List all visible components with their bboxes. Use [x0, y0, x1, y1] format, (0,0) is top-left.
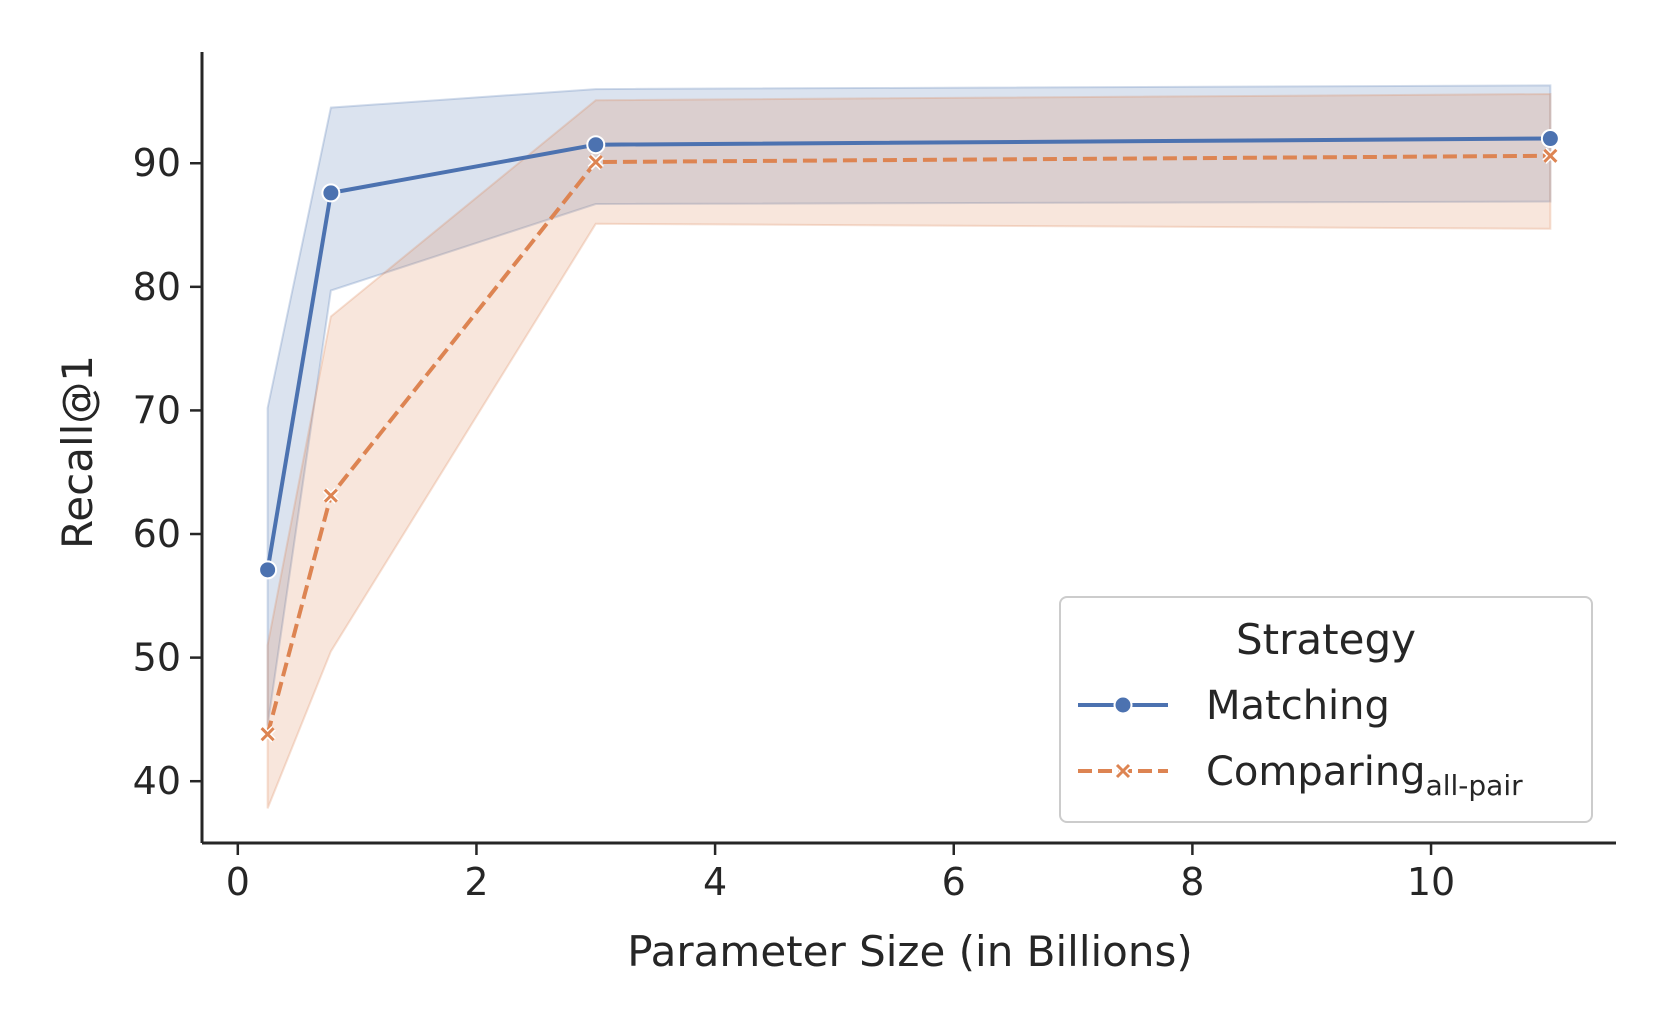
x-tick-label: 0: [226, 860, 250, 904]
comparing-point-cross: [588, 154, 603, 170]
y-tick-label: 60: [133, 512, 181, 556]
comparing-point-cross: [323, 488, 338, 503]
comparing-line: [265, 153, 1551, 735]
comparing-point: [259, 726, 276, 743]
legend-frame: [1059, 596, 1593, 823]
matching-point: [258, 560, 278, 580]
y-tick-label: 40: [133, 759, 181, 803]
x-tick-label: 6: [942, 860, 966, 904]
matching-legend-label: Matching: [1206, 683, 1390, 729]
comparing-point: [1542, 147, 1559, 164]
series-lines: [265, 136, 1551, 735]
matching-point: [586, 135, 606, 155]
comparing-legend-marker: [1114, 762, 1132, 780]
x-tick-label: 4: [703, 860, 727, 904]
series-markers: [258, 129, 1560, 743]
y-tick-label: 80: [133, 265, 181, 309]
matching-legend-marker: [1113, 695, 1133, 715]
matching-point: [1540, 129, 1560, 149]
y-axis-label: Recall@1: [53, 355, 102, 549]
axes: [200, 52, 1616, 845]
comparing-point: [587, 153, 604, 171]
x-tick-label: 10: [1407, 860, 1455, 904]
comparing-legend-subscript: all-pair: [1426, 769, 1524, 802]
x-axis-ticks: 0 2 4 6 8 10: [226, 843, 1455, 904]
legend-title: Strategy: [1236, 615, 1416, 664]
x-tick-label: 8: [1180, 860, 1204, 904]
y-tick-label: 90: [133, 141, 181, 185]
comparing-point: [322, 487, 339, 504]
y-axis-ticks: 40 50 60 70 80 90: [133, 141, 202, 803]
x-axis-label: Parameter Size (in Billions): [627, 927, 1193, 976]
matching-line: [265, 136, 1551, 571]
comparing-confidence-band: [266, 93, 1552, 809]
comparing-point-cross: [260, 727, 275, 742]
comparing-point-cross: [1543, 148, 1558, 163]
x-tick-label: 2: [464, 860, 488, 904]
confidence-bands: [266, 84, 1552, 809]
matching-point: [321, 183, 341, 203]
comparing-legend-marker-cross: [1115, 763, 1131, 779]
y-tick-label: 50: [133, 636, 181, 680]
matching-confidence-band: [266, 84, 1552, 726]
y-tick-label: 70: [133, 388, 181, 432]
